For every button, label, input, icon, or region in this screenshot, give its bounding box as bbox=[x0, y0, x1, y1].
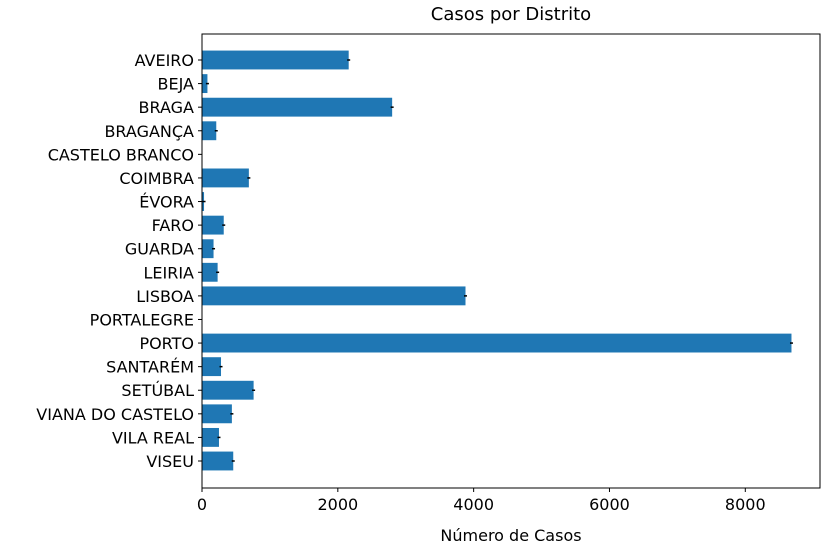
bar bbox=[202, 333, 792, 353]
bar bbox=[202, 451, 234, 471]
y-tick-label: BRAGA bbox=[139, 98, 195, 117]
x-tick-label: 6000 bbox=[589, 495, 630, 514]
y-tick-label: LISBOA bbox=[136, 287, 194, 306]
y-tick-label: PORTALEGRE bbox=[90, 310, 194, 329]
y-tick-label: BEJA bbox=[158, 75, 195, 94]
bar bbox=[202, 427, 219, 447]
y-tick-label: PORTO bbox=[139, 334, 194, 353]
x-tick-label: 4000 bbox=[453, 495, 494, 514]
bar bbox=[202, 168, 249, 188]
y-axis: AVEIRO BEJA BRAGA BRAGANÇA CASTELO BRANCO COI… bbox=[36, 51, 202, 471]
bar bbox=[202, 286, 466, 306]
error-bars-group bbox=[202, 59, 793, 462]
x-axis-label: Número de Casos bbox=[440, 526, 581, 545]
y-tick-label: ÉVORA bbox=[139, 193, 194, 212]
bar bbox=[202, 215, 224, 235]
y-tick-label: CASTELO BRANCO bbox=[48, 145, 194, 164]
bar bbox=[202, 74, 208, 94]
bar bbox=[202, 239, 214, 259]
y-tick-label: VISEU bbox=[146, 452, 194, 471]
y-tick-label: AVEIRO bbox=[135, 51, 194, 70]
chart-title: Casos por Distrito bbox=[431, 4, 591, 25]
y-tick-label: VILA REAL bbox=[112, 428, 194, 447]
bars-group bbox=[202, 50, 792, 471]
y-tick-label: SANTARÉM bbox=[106, 358, 194, 377]
y-tick-label: GUARDA bbox=[125, 240, 194, 259]
bar bbox=[202, 50, 349, 70]
x-tick-label: 2000 bbox=[317, 495, 358, 514]
plot-frame bbox=[201, 33, 821, 489]
bar bbox=[202, 97, 393, 117]
x-tick-label: 0 bbox=[197, 495, 207, 514]
y-tick-label: LEIRIA bbox=[143, 263, 194, 282]
y-tick-label: FARO bbox=[152, 216, 194, 235]
bar bbox=[202, 380, 254, 400]
y-tick-label: COIMBRA bbox=[119, 169, 194, 188]
bar bbox=[202, 357, 222, 377]
bar bbox=[202, 262, 218, 282]
x-tick-label: 8000 bbox=[725, 495, 766, 514]
y-tick-label: VIANA DO CASTELO bbox=[36, 405, 194, 424]
x-axis: 0 2000 4000 6000 8000 bbox=[197, 488, 766, 514]
y-tick-label: BRAGANÇA bbox=[104, 122, 194, 141]
y-tick-label: SETÚBAL bbox=[121, 381, 194, 400]
bar bbox=[202, 121, 217, 141]
bar bbox=[202, 404, 232, 424]
